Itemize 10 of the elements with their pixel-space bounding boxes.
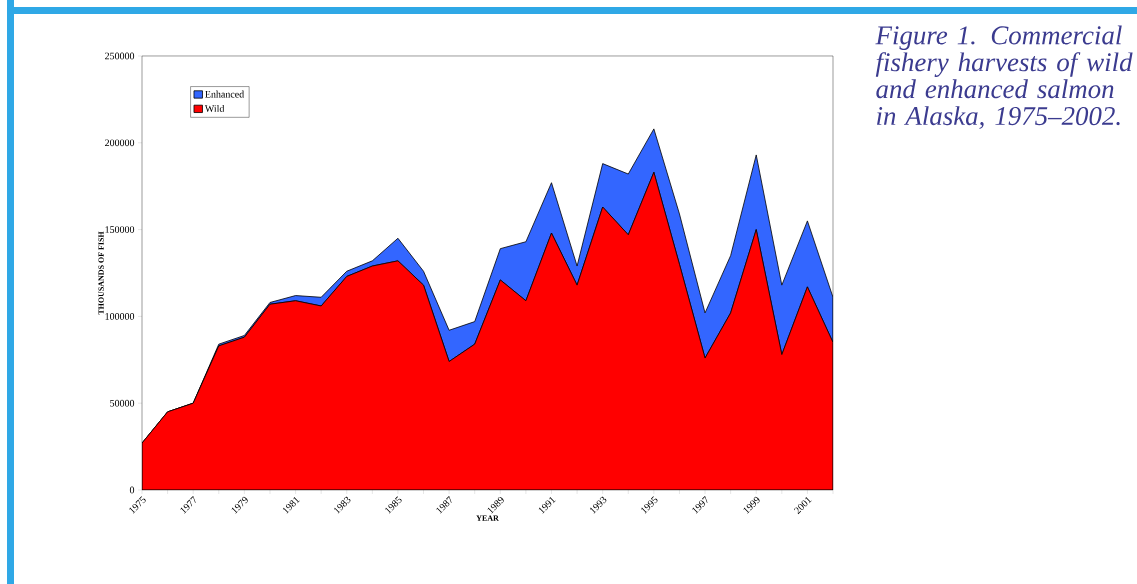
text: Figure 1. Commercial fishery harvests of wild and enhanced salmon in Alaska, 1975–2002.: [875, 25, 1133, 130]
y-tick-label: 50000: [110, 399, 135, 407]
legend-label: Enhanced: [205, 90, 245, 98]
y-tick-label: 100000: [105, 313, 135, 320]
y-tick-label: 200000: [105, 139, 135, 147]
legend-label: Wild: [204, 104, 225, 113]
x-tick-label: 1981: [282, 497, 300, 514]
y-tick-label: 250000: [105, 52, 135, 60]
y-tick-label: 0: [129, 486, 135, 494]
y-tick-label: 150000: [105, 226, 135, 233]
